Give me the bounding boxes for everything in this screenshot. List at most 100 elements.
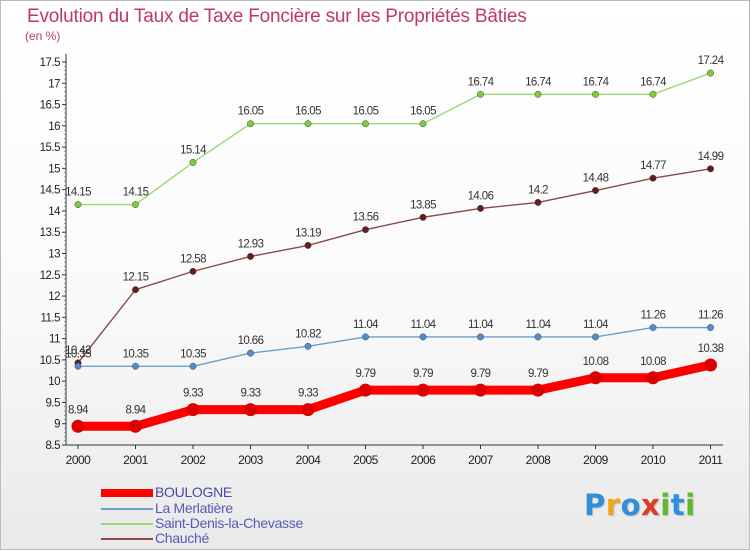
y-tick-label: 17.5: [40, 57, 60, 69]
legend-label: BOULOGNE: [155, 484, 232, 500]
data-label: 14.06: [468, 190, 494, 202]
logo-letter: t: [670, 488, 686, 522]
series-chauch-: 10.43 12.15 12.58 12.93 13.19 13.56 13.85 14.06…: [65, 151, 724, 367]
legend-swatch: [101, 538, 153, 540]
logo-letter: P: [584, 488, 606, 522]
data-point: [132, 201, 139, 209]
data-point: [132, 286, 139, 294]
data-label: 11.04: [583, 319, 609, 331]
data-point: [477, 333, 484, 341]
data-point: [247, 120, 254, 128]
data-point: [416, 383, 430, 397]
data-point: [534, 333, 542, 341]
data-point: [477, 204, 484, 212]
data-point: [71, 419, 85, 433]
data-point: [704, 358, 717, 372]
data-point: [592, 333, 599, 341]
data-label: 13.56: [353, 212, 379, 224]
x-tick-label: 2002: [181, 453, 207, 467]
y-tick-label: 13: [48, 249, 60, 261]
data-label: 13.85: [410, 199, 436, 211]
legend-item-la-merlatiere: La Merlatière: [101, 500, 401, 516]
data-point: [531, 383, 545, 397]
data-point: [304, 241, 312, 249]
data-label: 13.19: [295, 227, 321, 239]
y-tick-label: 11: [49, 334, 60, 346]
data-label: 15.14: [180, 144, 207, 156]
x-tick-label: 2000: [66, 453, 92, 467]
y-tick-label: 13.5: [40, 227, 60, 239]
logo-letter: x: [641, 488, 661, 522]
proxiti-logo: Proxiti: [584, 488, 696, 522]
y-tick-label: 9: [54, 419, 60, 431]
data-point: [74, 362, 82, 370]
legend-item-saint-denis-la-chevasse: Saint-Denis-la-Chevasse: [101, 515, 401, 531]
series-boulogne: 8.94 8.94 9.33 9.33 9.33 9.79 9.79 9.79 9.79 10.0…: [68, 343, 724, 433]
data-point: [649, 90, 657, 98]
logo-letter: o: [620, 488, 642, 522]
data-label: 11.26: [698, 310, 723, 322]
x-tick-label: 2009: [583, 453, 609, 467]
data-point: [359, 383, 372, 397]
x-tick-label: 2008: [526, 453, 552, 467]
data-point: [474, 383, 487, 397]
axes: 8.5 9 9.5 10 10.5 11 11.5 12 12.5 13 13.5 14 14.5 15 1…: [40, 54, 724, 467]
unit-label: (en %): [25, 29, 61, 43]
series-la-merlati-re: 10.35 10.35 10.35 10.66 10.82 11.04 11.04 11.04…: [65, 310, 724, 370]
data-label: 14.15: [65, 187, 91, 199]
y-tick-label: 9.5: [46, 397, 61, 409]
data-label: 16.05: [238, 106, 264, 118]
data-label: 12.58: [180, 253, 206, 265]
data-point: [592, 187, 599, 194]
legend-label: Saint-Denis-la-Chevasse: [155, 515, 303, 531]
data-label: 9.33: [183, 388, 203, 400]
x-tick-label: 2004: [296, 453, 322, 467]
series-line: [77, 168, 712, 364]
data-point: [244, 403, 257, 417]
y-tick-label: 11.5: [40, 312, 60, 324]
data-point: [707, 324, 714, 331]
data-label: 16.05: [353, 106, 379, 118]
data-point: [189, 267, 197, 275]
x-tick-label: 2007: [468, 453, 494, 467]
data-label: 11.26: [641, 310, 666, 322]
data-label: 14.99: [698, 151, 724, 163]
data-label: 9.79: [528, 368, 548, 380]
legend-swatch: [101, 508, 153, 510]
data-point: [247, 349, 254, 357]
data-point: [592, 90, 599, 98]
data-label: 10.08: [583, 356, 609, 368]
data-point: [304, 342, 312, 350]
data-label: 9.79: [471, 368, 491, 380]
data-point: [419, 333, 427, 341]
legend-label: La Merlatière: [155, 500, 233, 516]
data-label: 9.33: [298, 388, 318, 400]
y-tick-label: 14.5: [40, 185, 60, 197]
data-point: [646, 371, 660, 385]
series-line: [73, 360, 715, 431]
data-label: 16.74: [640, 76, 667, 88]
data-label: 12.93: [238, 238, 264, 250]
x-tick-label: 2001: [123, 453, 149, 467]
series-line: [77, 72, 712, 206]
data-point: [589, 371, 602, 385]
logo-letter: i: [685, 488, 696, 522]
data-point: [301, 403, 315, 417]
data-point: [707, 69, 714, 77]
data-label: 16.74: [525, 76, 552, 88]
legend-label: Chauché: [155, 530, 209, 546]
legend-item-boulogne: BOULOGNE: [101, 484, 401, 500]
data-label: 10.82: [295, 328, 321, 340]
data-label: 16.74: [583, 76, 610, 88]
data-point: [362, 226, 369, 234]
data-point: [362, 120, 369, 128]
series-layer: 10.43 12.15 12.58 12.93 13.19 13.56 13.85 14.06…: [65, 55, 725, 433]
series-line: [77, 326, 712, 367]
data-point: [649, 174, 657, 182]
y-tick-label: 16: [48, 121, 60, 133]
data-label: 16.05: [410, 106, 436, 118]
y-tick-label: 10.5: [40, 355, 60, 367]
legend-swatch: [101, 489, 153, 497]
